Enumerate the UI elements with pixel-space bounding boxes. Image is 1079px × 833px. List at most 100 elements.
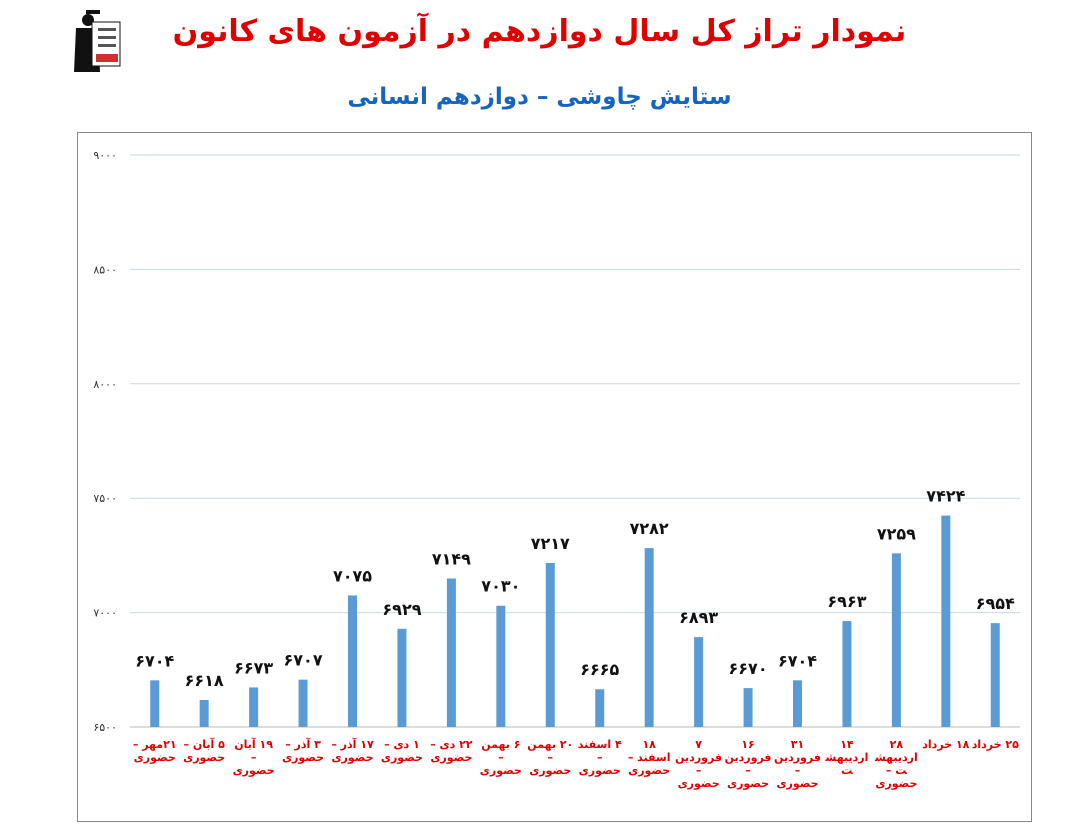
bar: [743, 688, 753, 727]
data-label: ۷۴۲۴: [926, 487, 965, 506]
data-label: ۶۸۹۳: [679, 608, 718, 627]
data-label: ۶۶۱۸: [185, 671, 224, 690]
bar: [496, 605, 506, 727]
x-tick-label-line: ۲۵ خرداد: [971, 738, 1019, 751]
x-tick-label-line: ۱۸ اسفند –: [627, 738, 671, 764]
chart-subtitle: ستایش چاوشی – دوازدهم انسانی: [347, 84, 732, 110]
x-tick-label: ۶ بهمن – حضوری: [477, 738, 525, 777]
data-label: ۷۰۳۰: [481, 577, 520, 596]
x-tick-label-line: ۱۷ آذر –: [331, 738, 374, 751]
bar: [595, 689, 605, 727]
x-tick-label-line: ۲۱مهر –: [132, 738, 177, 751]
x-tick-label: ۵ آبان – حضوری: [180, 738, 228, 764]
x-tick-label-line: ۴ اسفند –: [577, 738, 622, 764]
x-tick-label-line: اردیبهشت: [825, 751, 869, 777]
data-label: ۷۰۷۵: [333, 566, 372, 585]
x-tick-label: ۲۰ بهمن – حضوری: [526, 738, 574, 777]
x-tick-label-line: ۱۶ فروردین: [724, 738, 772, 764]
x-tick-label: ۲۱مهر – حضوری: [131, 738, 179, 764]
bar: [644, 548, 654, 727]
x-tick-label: ۱۴ اردیبهشت: [823, 738, 871, 777]
x-tick-label-line: حضوری: [430, 751, 473, 764]
x-tick-label: ۱۹ آبان – حضوری: [230, 738, 278, 777]
bar: [397, 628, 407, 727]
x-tick-label-line: – حضوری: [677, 764, 720, 790]
x-tick-label-line: حضوری: [331, 751, 374, 764]
bar: [348, 595, 357, 727]
data-label: ۶۶۶۵: [580, 660, 619, 679]
data-label: ۶۶۷۳: [234, 658, 273, 677]
data-label: ۶۷۰۴: [135, 651, 174, 670]
x-tick-label-line: حضوری: [875, 777, 918, 790]
bar: [249, 687, 259, 727]
bar: [891, 553, 901, 727]
x-tick-label-line: حضوری: [183, 751, 226, 764]
bar: [694, 637, 704, 727]
x-tick-label-line: ۲۸: [889, 738, 904, 751]
x-tick-label-line: ۲۲ دی –: [430, 738, 473, 751]
data-label: ۷۱۴۹: [432, 550, 471, 569]
x-tick-label-line: ۳۱ فروردین: [774, 738, 821, 764]
x-tick-label-line: حضوری: [529, 764, 572, 777]
x-tick-label: ۳ آذر – حضوری: [279, 738, 327, 764]
data-label: ۶۷۰۷: [284, 651, 323, 670]
x-tick-label-line: اردیبهشت –: [874, 751, 918, 777]
y-tick-label: ۶۵۰۰: [93, 721, 117, 734]
data-label: ۷۲۵۹: [877, 524, 916, 543]
bar: [793, 680, 802, 727]
x-tick-label: ۱۷ آذر – حضوری: [329, 738, 377, 764]
x-tick-label-line: ۲۰ بهمن –: [527, 738, 574, 764]
x-tick-label-line: ۶ بهمن –: [481, 738, 521, 764]
x-tick-label-line: – حضوری: [776, 764, 819, 790]
x-tick-label-line: حضوری: [628, 764, 671, 777]
data-label: ۷۲۱۷: [531, 534, 570, 553]
bar: [150, 680, 160, 727]
x-tick-label-line: حضوری: [133, 751, 176, 764]
bar: [545, 562, 555, 727]
bar: [990, 623, 1000, 727]
data-label: ۶۹۶۳: [827, 592, 866, 611]
bar: [446, 578, 456, 727]
x-tick-label-line: ۵ آبان –: [183, 738, 225, 751]
x-tick-label-line: ۷ فروردین: [675, 738, 723, 764]
x-tick-label: ۷ فروردین – حضوری: [675, 738, 723, 790]
x-tick-label-line: ۱۴: [840, 738, 854, 751]
y-tick-label: ۷۵۰۰: [93, 492, 117, 505]
data-label: ۷۲۸۲: [630, 519, 669, 538]
x-tick-label-line: حضوری: [282, 751, 325, 764]
bar: [298, 679, 308, 727]
bar: [941, 515, 951, 727]
x-tick-label: ۱۶ فروردین – حضوری: [724, 738, 772, 790]
x-tick-label: ۲۲ دی – حضوری: [427, 738, 475, 764]
y-tick-label: ۷۰۰۰: [93, 607, 117, 620]
y-tick-label: ۸۵۰۰: [93, 263, 117, 276]
x-tick-label: ۳۱ فروردین – حضوری: [774, 738, 822, 790]
x-tick-label-line: حضوری: [479, 764, 522, 777]
data-label: ۶۶۷۰: [729, 659, 768, 678]
data-label: ۶۹۵۴: [976, 594, 1015, 613]
data-label: ۶۷۰۴: [778, 651, 817, 670]
x-tick-label-line: ۱ دی –: [384, 738, 420, 751]
x-tick-label-line: ۱۸ خرداد: [922, 738, 970, 751]
x-tick-label-line: حضوری: [380, 751, 423, 764]
x-tick-label: ۱ دی – حضوری: [378, 738, 426, 764]
x-tick-label: ۱۸ اسفند – حضوری: [625, 738, 673, 777]
bar: [842, 621, 852, 727]
x-tick-label-line: – حضوری: [727, 764, 770, 790]
x-tick-label-line: حضوری: [578, 764, 621, 777]
data-label: ۶۹۲۹: [382, 600, 421, 619]
x-tick-label-line: ۳ آذر –: [285, 738, 321, 751]
x-tick-label: ۱۸ خرداد: [922, 738, 970, 751]
bar: [199, 700, 209, 727]
x-tick-label: ۲۸ اردیبهشت – حضوری: [872, 738, 920, 790]
kanoon-logo: [74, 10, 121, 72]
x-tick-label: ۲۵ خرداد: [971, 738, 1019, 751]
x-tick-label-line: ۱۹ آبان –: [234, 738, 273, 764]
x-tick-label-line: حضوری: [232, 764, 275, 777]
x-tick-label: ۴ اسفند – حضوری: [576, 738, 624, 777]
y-tick-label: ۹۰۰۰: [93, 149, 117, 162]
y-tick-label: ۸۰۰۰: [93, 378, 117, 391]
chart-title: نمودار تراز کل سال دوازدهم در آزمون های …: [172, 14, 907, 49]
chart-frame: [77, 132, 1032, 822]
